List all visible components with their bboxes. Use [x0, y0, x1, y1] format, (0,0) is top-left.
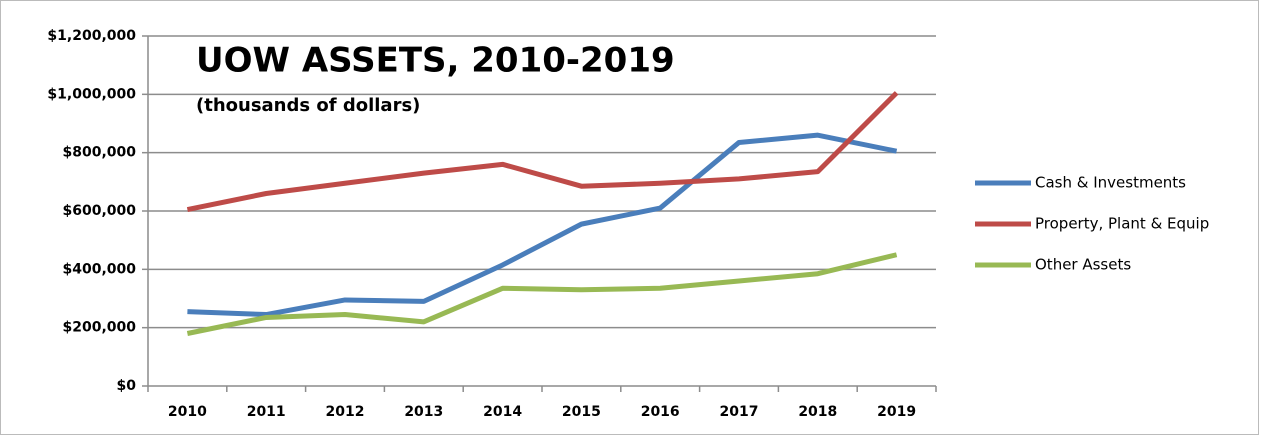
y-tick-label: $400,000 — [62, 261, 136, 277]
chart-title: UOW ASSETS, 2010-2019 — [196, 41, 675, 81]
y-tick-label: $200,000 — [62, 320, 136, 336]
y-tick-label: $800,000 — [62, 145, 136, 161]
y-tick-label: $1,200,000 — [47, 28, 136, 44]
y-tick-label: $0 — [117, 378, 137, 394]
legend-label: Other Assets — [1035, 256, 1131, 274]
x-tick-label: 2016 — [641, 404, 680, 420]
x-tick-label: 2017 — [720, 404, 759, 420]
x-tick-label: 2010 — [168, 404, 207, 420]
series-line — [187, 132, 898, 318]
legend-label: Cash & Investments — [1035, 174, 1186, 192]
y-tick-label: $1,000,000 — [47, 86, 136, 102]
x-tick-label: 2018 — [798, 404, 837, 420]
series-line — [186, 252, 898, 336]
x-tick-label: 2019 — [877, 404, 916, 420]
x-tick-label: 2012 — [326, 404, 365, 420]
x-tick-label: 2013 — [404, 404, 443, 420]
y-tick-label: $600,000 — [62, 203, 136, 219]
x-tick-label: 2011 — [247, 404, 286, 420]
series-line — [186, 91, 899, 212]
x-tick-label: 2015 — [562, 404, 601, 420]
chart-subtitle: (thousands of dollars) — [196, 95, 420, 116]
x-tick-label: 2014 — [483, 404, 522, 420]
legend-label: Property, Plant & Equip — [1035, 215, 1209, 233]
